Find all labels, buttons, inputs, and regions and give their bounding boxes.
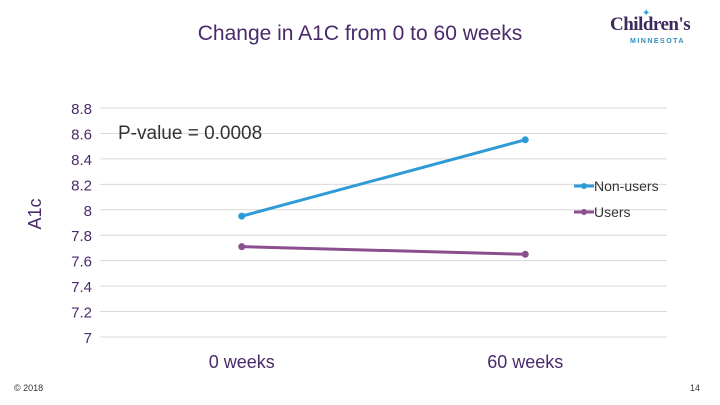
logo-text: Children's: [610, 14, 691, 35]
y-tick-label: 7.8: [71, 228, 92, 245]
legend-marker: [581, 209, 587, 215]
legend-marker: [581, 183, 587, 189]
grid-lines: [100, 107, 667, 338]
legend-label: Non-users: [594, 178, 659, 194]
y-axis-label: A1c: [25, 198, 45, 229]
p-value-annotation: P-value = 0.0008: [118, 123, 262, 144]
series-line-users: [241, 245, 526, 256]
copyright-text: © 2018: [14, 383, 44, 393]
y-tick-label: 8.2: [71, 177, 92, 194]
data-point-non-users: [521, 136, 529, 144]
series-line-non-users: [241, 138, 526, 218]
x-tick-label: 60 weeks: [487, 352, 563, 372]
y-tick-labels: 8.8 8.6 8.4 8.2 8 7.8 7.6 7.4 7.2 7: [71, 101, 92, 347]
y-tick-label: 7.6: [71, 254, 92, 271]
legend-label: Users: [594, 204, 631, 220]
x-tick-labels: 0 weeks 60 weeks: [209, 352, 564, 372]
x-tick-label: 0 weeks: [209, 352, 275, 372]
y-tick-label: 7: [84, 330, 92, 347]
y-tick-label: 7.2: [71, 305, 92, 322]
y-tick-label: 8: [84, 203, 92, 220]
y-tick-label: 8.4: [71, 152, 92, 169]
data-point-non-users: [238, 212, 246, 220]
data-point-users: [238, 243, 246, 251]
legend: Non-users Users: [574, 178, 659, 220]
data-point-users: [521, 250, 529, 258]
page-number: 14: [689, 383, 700, 393]
y-tick-label: 8.6: [71, 126, 92, 143]
chart-title: Change in A1C from 0 to 60 weeks: [197, 22, 523, 45]
series-lines: [238, 136, 529, 258]
logo-subtext: MINNESOTA: [630, 38, 685, 45]
y-tick-label: 7.4: [71, 279, 92, 296]
childrens-minnesota-logo: ✦ Children's MINNESOTA: [608, 8, 704, 48]
y-tick-label: 8.8: [71, 101, 92, 118]
logo-star-icon: ✦: [642, 8, 651, 19]
